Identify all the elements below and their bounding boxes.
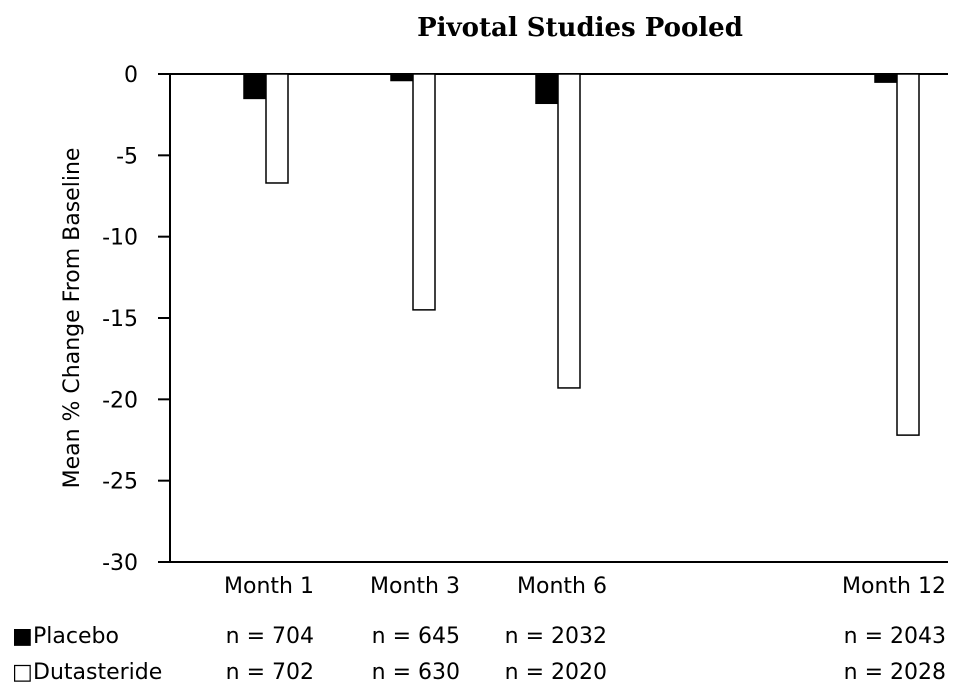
- y-ticks: 0 -5 -10 -15 -20 -25 -30: [102, 63, 170, 576]
- legend-label-dutasteride: Dutasteride: [33, 660, 162, 683]
- y-tick-label: -5: [116, 144, 138, 169]
- bar-placebo-month-1: [243, 73, 267, 100]
- y-tick-label: -15: [102, 307, 138, 332]
- x-category-label: Month 3: [370, 574, 460, 599]
- bars: [243, 73, 920, 436]
- x-category-label: Month 1: [224, 574, 314, 599]
- y-tick-label: -10: [102, 226, 138, 251]
- legend: ■ Placebo n = 704 n = 645 n = 2032 n = 2043 □ D…: [12, 624, 946, 685]
- bar-dutasteride-month-3: [412, 73, 436, 311]
- placebo-symbol-icon: ■: [12, 624, 33, 649]
- n-value: n = 2032: [505, 624, 607, 649]
- dutasteride-symbol-icon: □: [12, 660, 33, 683]
- bar-dutasteride-month-1: [265, 73, 289, 184]
- n-value: n = 645: [372, 624, 460, 649]
- chart-title: Pivotal Studies Pooled: [417, 13, 743, 43]
- n-value: n = 2043: [844, 624, 946, 649]
- x-category-label: Month 6: [517, 574, 607, 599]
- y-axis-label: Mean % Change From Baseline: [60, 148, 85, 489]
- bar-dutasteride-month-12: [896, 73, 920, 436]
- n-value: n = 2020: [505, 660, 607, 683]
- n-value: n = 702: [226, 660, 314, 683]
- y-tick-label: 0: [124, 63, 138, 88]
- bar-dutasteride-month-6: [557, 73, 581, 389]
- x-categories: Month 1 Month 3 Month 6 Month 12: [224, 574, 946, 599]
- x-category-label: Month 12: [842, 574, 946, 599]
- n-value: n = 2028: [844, 660, 946, 683]
- y-tick-label: -20: [102, 388, 138, 413]
- bar-placebo-month-6: [535, 73, 559, 105]
- n-value: n = 704: [226, 624, 314, 649]
- bar-placebo-month-12: [874, 73, 898, 83]
- bar-placebo-month-3: [390, 73, 414, 82]
- legend-label-placebo: Placebo: [33, 624, 119, 649]
- y-tick-label: -25: [102, 470, 138, 495]
- n-value: n = 630: [372, 660, 460, 683]
- y-tick-label: -30: [102, 551, 138, 576]
